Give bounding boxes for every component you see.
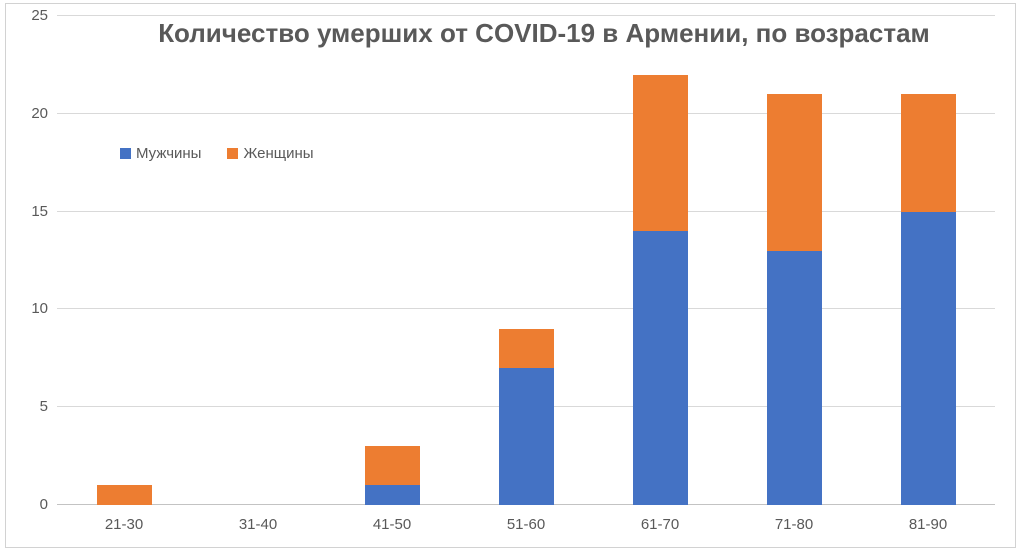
bar-segment-Мужчины-71-80 <box>766 250 822 505</box>
bar-segment-Мужчины-61-70 <box>632 231 688 505</box>
legend: Мужчины Женщины <box>120 145 314 162</box>
legend-label-men: Мужчины <box>136 145 202 162</box>
x-tick-label-31-40: 31-40 <box>238 516 278 533</box>
legend-label-women: Женщины <box>243 145 314 162</box>
x-tick-label-61-70: 61-70 <box>640 516 680 533</box>
x-tick-label-21-30: 21-30 <box>104 516 144 533</box>
bar-segment-Женщины-41-50 <box>364 446 420 486</box>
gridline-10 <box>57 308 995 310</box>
bar-segment-Женщины-21-30 <box>96 485 152 505</box>
plot-area <box>57 15 995 505</box>
gridline-15 <box>57 210 995 212</box>
bar-segment-Женщины-71-80 <box>766 94 822 251</box>
x-tick-label-51-60: 51-60 <box>506 516 546 533</box>
y-tick-label-5: 5 <box>39 398 48 416</box>
legend-swatch-men-icon <box>120 148 131 159</box>
legend-swatch-women-icon <box>227 148 239 159</box>
bar-segment-Мужчины-81-90 <box>900 211 956 505</box>
x-axis-labels: 21-30 31-40 41-50 51-60 61-70 71-80 81-90 <box>57 516 995 540</box>
y-tick-label-20: 20 <box>31 104 48 122</box>
y-tick-label-10: 10 <box>31 300 48 318</box>
legend-item-men: Мужчины <box>120 145 201 162</box>
legend-item-women: Женщины <box>227 145 314 162</box>
bar-segment-Мужчины-51-60 <box>498 368 554 505</box>
gridline-25 <box>57 15 995 17</box>
x-tick-label-41-50: 41-50 <box>372 516 412 533</box>
gridline-20 <box>57 112 995 114</box>
y-tick-label-15: 15 <box>31 202 48 220</box>
y-tick-label-0: 0 <box>39 496 48 513</box>
bar-segment-Женщины-61-70 <box>632 74 688 232</box>
y-axis-labels: 0 5 10 15 20 25 <box>0 7 50 513</box>
chart-title: Количество умерших от COVID-19 в Армении… <box>158 18 930 48</box>
bar-segment-Женщины-51-60 <box>498 328 554 369</box>
y-tick-label-25: 25 <box>31 7 48 24</box>
bar-segment-Мужчины-41-50 <box>364 485 420 505</box>
x-tick-label-71-80: 71-80 <box>774 516 814 533</box>
x-tick-label-81-90: 81-90 <box>908 516 948 533</box>
bar-segment-Женщины-81-90 <box>900 94 956 212</box>
